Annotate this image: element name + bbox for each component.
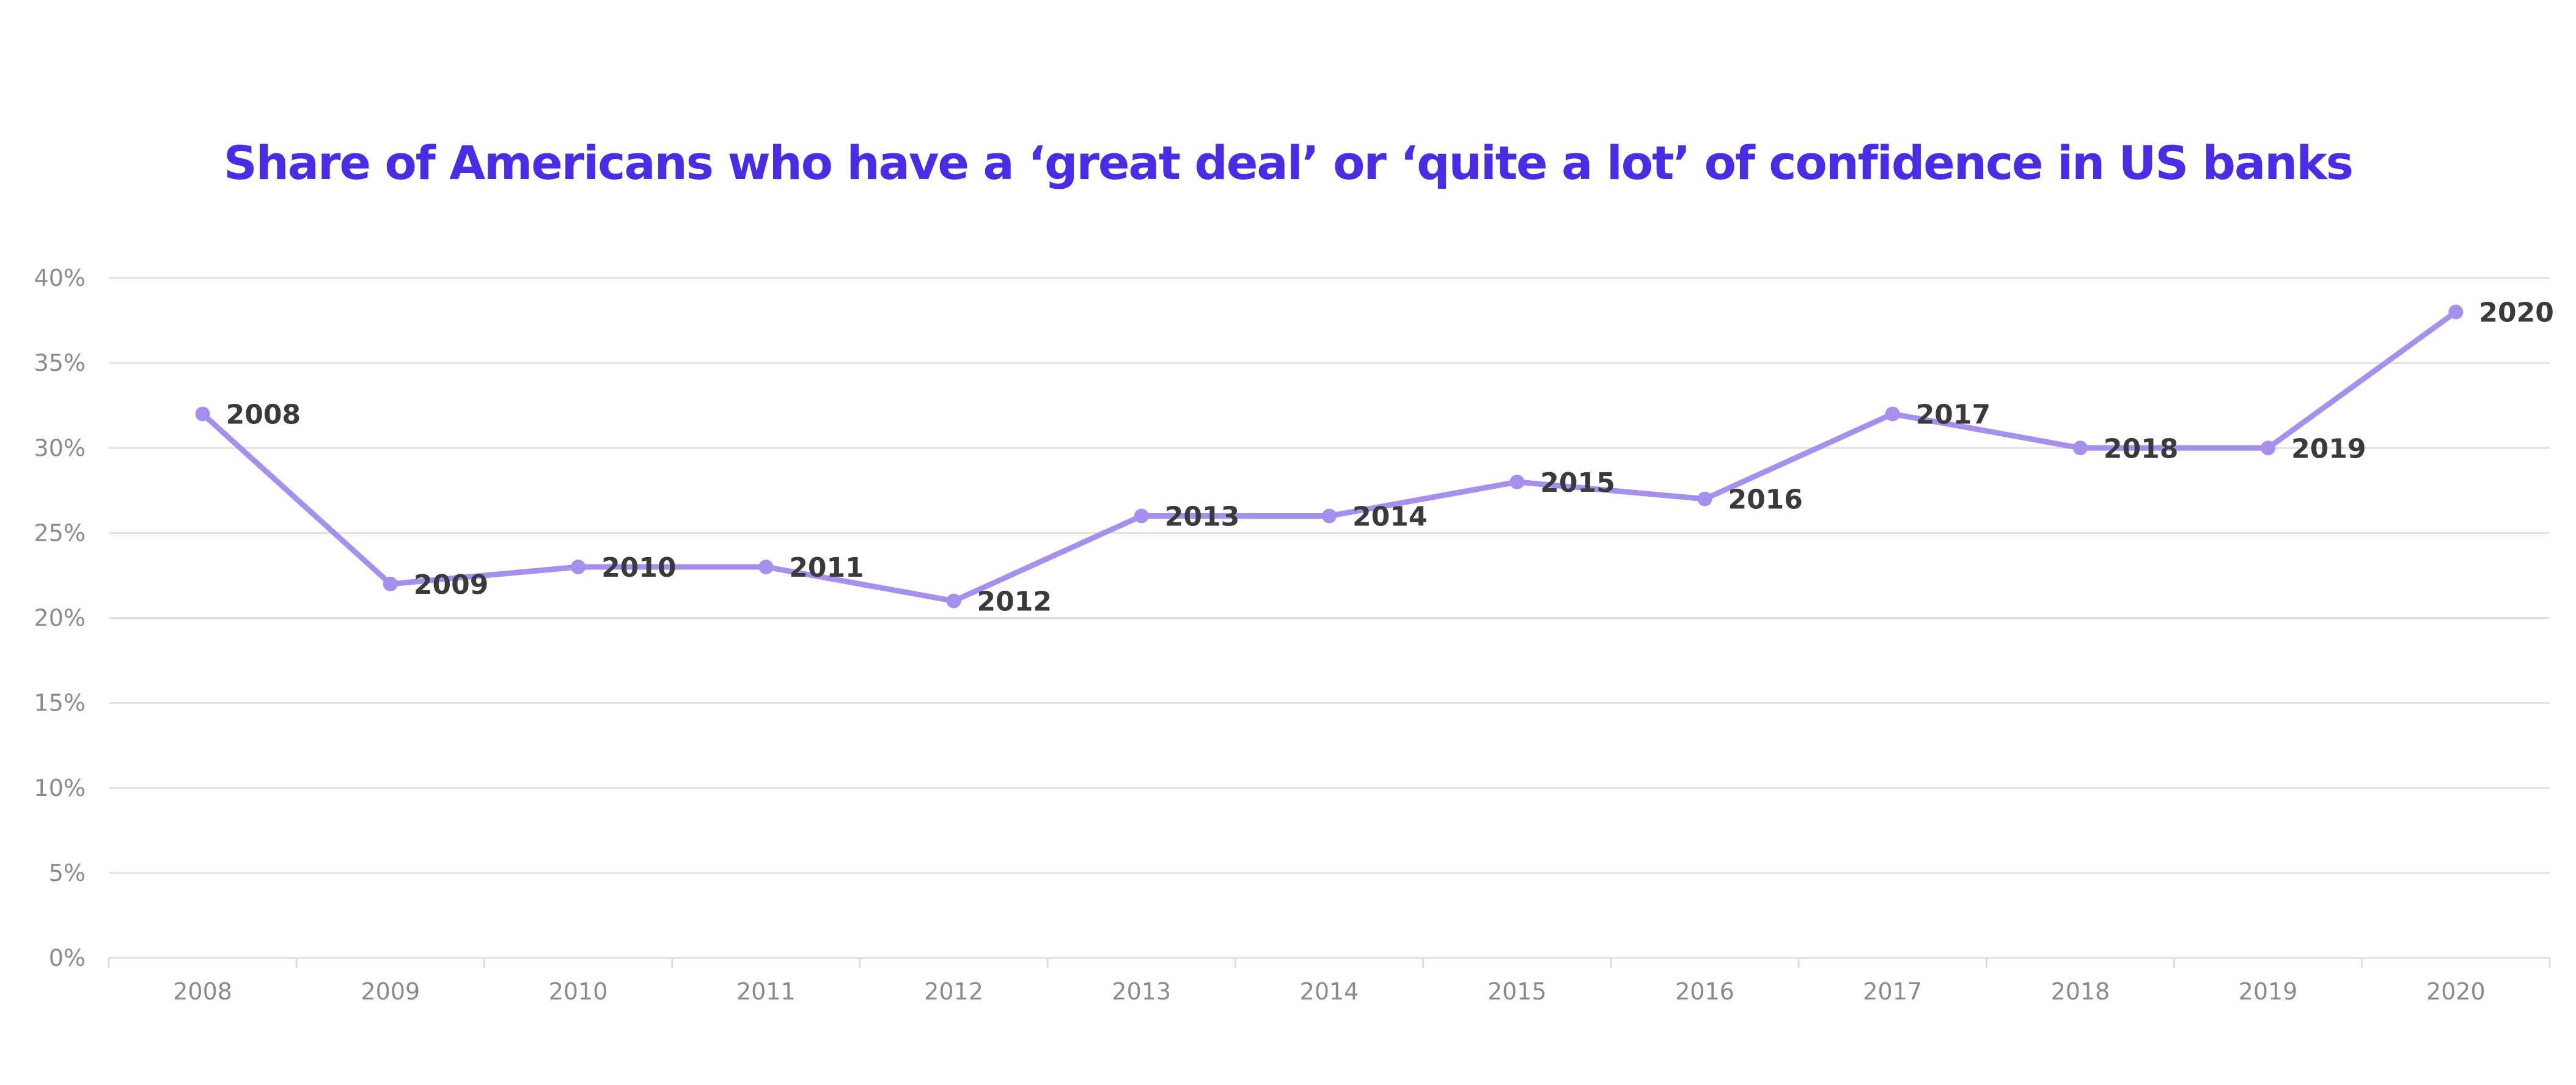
data-point <box>946 593 961 608</box>
point-labels: 2008 2009 2010 2011 2012 2013 2014 2015 2016 2017… <box>226 298 2554 618</box>
x-tick-label: 2015 <box>1488 978 1547 1005</box>
x-tick-label: 2011 <box>736 978 796 1005</box>
x-tick-label: 2020 <box>2426 978 2486 1005</box>
x-tick-label: 2008 <box>173 978 232 1005</box>
point-label: 2016 <box>1728 484 1802 516</box>
point-label: 2013 <box>1165 502 1239 533</box>
data-point <box>2448 304 2464 320</box>
data-point <box>758 560 774 575</box>
data-point <box>2072 440 2088 456</box>
point-label: 2010 <box>601 552 676 583</box>
gridlines <box>109 277 2550 874</box>
y-tick-label: 40% <box>34 265 86 291</box>
data-point <box>1134 508 1149 524</box>
point-label: 2020 <box>2479 298 2553 329</box>
y-tick-label: 15% <box>34 690 86 717</box>
data-point <box>571 560 586 575</box>
point-label: 2015 <box>1540 467 1615 499</box>
x-axis <box>108 957 2551 968</box>
x-tick-label: 2014 <box>1300 978 1359 1005</box>
x-tick-label: 2018 <box>2051 978 2110 1005</box>
x-tick-label: 2017 <box>1863 978 1922 1005</box>
x-tick-label: 2009 <box>361 978 420 1005</box>
point-label: 2012 <box>977 586 1052 618</box>
x-axis-tick-labels: 2008 2009 2010 2011 2012 2013 2014 2015 2016 2017… <box>173 978 2485 1005</box>
data-point <box>1510 474 1525 489</box>
data-point <box>2261 440 2276 456</box>
x-tick-label: 2013 <box>1112 978 1171 1005</box>
y-tick-label: 25% <box>34 519 86 546</box>
y-tick-label: 10% <box>34 775 86 802</box>
chart-title: Share of Americans who have a ‘great dea… <box>223 136 2354 190</box>
data-points <box>195 304 2464 608</box>
y-tick-label: 5% <box>49 860 86 886</box>
y-tick-label: 35% <box>34 349 86 376</box>
point-label: 2011 <box>789 552 864 583</box>
data-point <box>195 406 210 422</box>
x-tick-label: 2010 <box>549 978 608 1005</box>
y-tick-label: 20% <box>34 605 86 632</box>
y-tick-label: 30% <box>34 434 86 461</box>
x-tick-label: 2012 <box>924 978 983 1005</box>
y-axis-tick-labels: 0% 5% 10% 15% 20% 25% 30% 35% 40% <box>34 265 86 971</box>
x-tick-label: 2019 <box>2239 978 2298 1005</box>
data-point <box>1697 491 1712 506</box>
data-point <box>1885 406 1900 422</box>
point-label: 2009 <box>414 569 488 601</box>
x-tick-label: 2016 <box>1675 978 1734 1005</box>
point-label: 2008 <box>226 400 301 431</box>
point-label: 2019 <box>2291 433 2366 464</box>
point-label: 2018 <box>2104 433 2178 464</box>
point-label: 2017 <box>1916 400 1991 431</box>
y-tick-label: 0% <box>49 944 86 971</box>
point-label: 2014 <box>1352 502 1427 533</box>
data-point <box>1322 508 1337 524</box>
data-point <box>383 576 398 591</box>
